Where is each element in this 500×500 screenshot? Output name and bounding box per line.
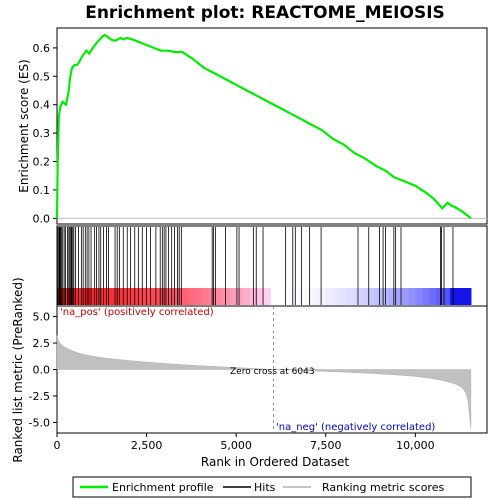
ranking-ribbon-segment xyxy=(450,288,458,305)
ranking-ribbon-segment xyxy=(105,288,113,305)
es-y-tick-label: 0.5 xyxy=(33,70,51,83)
ranking-ribbon-segment xyxy=(194,288,203,305)
es-y-tick-label: 0.6 xyxy=(33,42,51,55)
metric-y-tick-label: 0.0 xyxy=(33,364,51,377)
x-tick-label: 7,500 xyxy=(310,439,342,452)
ranking-ribbon-segment xyxy=(132,288,141,305)
ranking-ribbon-segment xyxy=(139,288,148,305)
ranking-ribbon-segment xyxy=(284,288,293,305)
es-y-axis-label: Enrichment score (ES) xyxy=(17,59,31,192)
ranking-ribbon-segment xyxy=(326,288,334,305)
chart-title: Enrichment plot: REACTOME_MEIOSIS xyxy=(85,3,445,23)
es-y-tick-label: 0.2 xyxy=(33,156,51,169)
ranking-ribbon-segment xyxy=(319,288,327,305)
metric-y-tick-label: -5.0 xyxy=(29,416,50,429)
es-y-tick-label: 0.0 xyxy=(33,212,51,225)
legend-enrichment-label: Enrichment profile xyxy=(112,481,214,494)
ranking-ribbon-segment xyxy=(463,288,472,305)
ranking-ribbon-segment xyxy=(98,288,106,305)
zero-cross-label: Zero cross at 6043 xyxy=(230,367,315,377)
ranking-ribbon-segment xyxy=(381,288,389,305)
x-tick-label: 0 xyxy=(54,439,61,452)
ranking-ribbon-segment xyxy=(415,288,424,305)
metric-y-axis-label: Ranked list metric (PreRanked) xyxy=(11,277,25,462)
pos-label: 'na_pos' (positively correlated) xyxy=(60,307,214,318)
legend-metric-label: Ranking metric scores xyxy=(322,481,444,494)
ranking-ribbon-segment xyxy=(236,288,244,305)
ranking-ribbon-segment xyxy=(263,288,272,305)
metric-y-tick-label: 5.0 xyxy=(33,311,51,324)
ranking-ribbon-segment xyxy=(188,288,196,305)
x-tick-label: 5,000 xyxy=(220,439,252,452)
ranking-ribbon-segment xyxy=(112,288,120,305)
ranking-metric-area xyxy=(56,335,472,429)
ranking-ribbon-segment xyxy=(181,288,189,305)
ranking-ribbon-segment xyxy=(270,288,279,305)
legend-hits-label: Hits xyxy=(254,481,276,494)
ranking-ribbon-segment xyxy=(367,288,375,305)
enrichment-profile-line xyxy=(55,33,472,220)
legend: Enrichment profile Hits Ranking metric s… xyxy=(72,476,472,498)
metric-y-tick-label: -2.5 xyxy=(29,390,50,403)
neg-label: 'na_neg' (negatively correlated) xyxy=(276,422,435,433)
legend-frame xyxy=(72,476,472,498)
metric-panel: 5.0 2.5 0.0 -2.5 -5.0 'na_pos' (positively c… xyxy=(11,277,488,463)
ranking-ribbon-segment xyxy=(332,288,341,305)
ranking-ribbon-segment xyxy=(457,288,465,305)
ranking-ribbon-segment xyxy=(229,288,237,305)
ranking-ribbon-segment xyxy=(84,288,93,305)
metric-y-tick-label: 2.5 xyxy=(33,337,51,350)
ranking-ribbon-segment xyxy=(312,288,320,305)
es-panel: 0.0 0.1 0.2 0.3 0.4 0.5 0.6 Enrichment score (… xyxy=(17,27,488,225)
ranking-ribbon-segment xyxy=(339,288,348,305)
ranking-ribbon-segment xyxy=(91,288,99,305)
ranking-ribbon-segment xyxy=(119,288,127,305)
ranking-ribbon-segment xyxy=(167,288,175,305)
es-panel-frame xyxy=(56,27,488,225)
ranking-ribbon-segment xyxy=(374,288,382,305)
ranking-ribbon-segment xyxy=(298,288,306,305)
ranking-ribbon-segment xyxy=(257,288,265,305)
ranking-ribbon-segment xyxy=(215,288,224,305)
ranking-ribbon-segment xyxy=(422,288,431,305)
x-tick-label: 2,500 xyxy=(131,439,163,452)
ranking-ribbon-segment xyxy=(70,288,79,305)
ranking-ribbon-segment xyxy=(153,288,162,305)
ranking-ribbon-segment xyxy=(360,288,369,305)
es-y-tick-label: 0.3 xyxy=(33,127,51,140)
ranking-ribbon-segment xyxy=(429,288,437,305)
ranking-ribbon-segment xyxy=(394,288,403,305)
ranking-ribbon-segment xyxy=(408,288,417,305)
ranking-ribbon-segment xyxy=(277,288,286,305)
hits-panel xyxy=(56,225,488,307)
ranking-ribbon-segment xyxy=(443,288,451,305)
ranking-ribbon-segment xyxy=(353,288,362,305)
x-tick-label: 10,000 xyxy=(396,439,435,452)
ranking-ribbon-segment xyxy=(243,288,251,305)
ranking-ribbon-segment xyxy=(346,288,355,305)
ranking-ribbon-segment xyxy=(201,288,210,305)
ranking-ribbon-segment xyxy=(125,288,134,305)
ranking-ribbon-segment xyxy=(401,288,410,305)
ranking-ribbon-segment xyxy=(174,288,182,305)
ranking-ribbon-segment xyxy=(222,288,231,305)
ranking-ribbon-segment xyxy=(305,288,313,305)
x-axis-label: Rank in Ordered Dataset xyxy=(201,455,349,469)
ranking-ribbon-segment xyxy=(388,288,396,305)
es-y-tick-label: 0.1 xyxy=(33,184,51,197)
es-y-tick-label: 0.4 xyxy=(33,99,51,112)
ranking-ribbon-segment xyxy=(250,288,258,305)
